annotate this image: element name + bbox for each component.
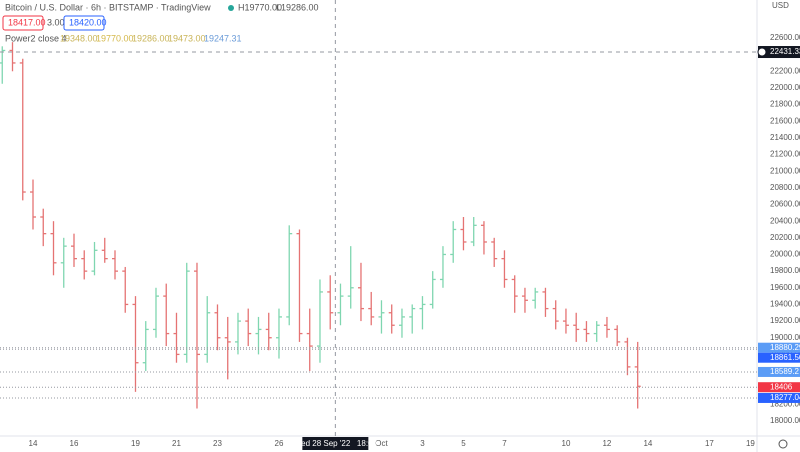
overlay: Bitcoin / U.S. Dollar · 6h · BITSTAMP · … — [2, 1, 789, 449]
y-tick-label: 20600.00 — [770, 200, 800, 209]
indicator-value: 19770.00 — [96, 33, 134, 43]
x-tick-label: 7 — [502, 439, 507, 448]
x-tick-label: 14 — [29, 439, 38, 448]
spread: 3.00 — [47, 17, 65, 27]
price-tag — [758, 382, 800, 393]
y-tick-label: 22200.00 — [770, 66, 800, 75]
y-tick-label: 20200.00 — [770, 233, 800, 242]
y-tick-label: 21600.00 — [770, 116, 800, 125]
y-tick-label: 20800.00 — [770, 183, 800, 192]
y-tick-label: 18200.00 — [770, 399, 800, 408]
crosshair-price-label: 22431.33 — [770, 47, 800, 56]
x-tick-label: 5 — [461, 439, 466, 448]
header-high: H19770.00 — [238, 2, 282, 12]
y-tick-label: 18000.00 — [770, 416, 800, 425]
y-tick-label: 21800.00 — [770, 100, 800, 109]
y-tick-label: 19600.00 — [770, 283, 800, 292]
header-low: L19286.00 — [276, 2, 319, 12]
price-tag-label: 18406 — [770, 382, 793, 391]
plot — [0, 42, 641, 409]
price-tag-label: 18589.2 — [770, 367, 799, 376]
x-tick-label: 14 — [643, 439, 652, 448]
price-tag — [758, 392, 800, 403]
x-tick-label: 19 — [131, 439, 140, 448]
currency: USD — [772, 1, 789, 10]
price-tag — [758, 366, 800, 377]
y-tick-label: 19800.00 — [770, 266, 800, 275]
crosshair-plus — [757, 47, 767, 57]
y-tick-label: 22600.00 — [770, 33, 800, 42]
crosshair-time-box — [302, 437, 369, 450]
y-tick-label: 19200.00 — [770, 316, 800, 325]
indicator-value: 19286.00 — [132, 33, 170, 43]
x-tick-label: 23 — [213, 439, 222, 448]
price-tag-label: 18861.56 — [770, 353, 800, 362]
y-tick-label: 19000.00 — [770, 333, 800, 342]
x-tick-label: 16 — [70, 439, 79, 448]
x-tick-label: 26 — [275, 439, 284, 448]
y-tick-label: 20400.00 — [770, 216, 800, 225]
indicator-value: 19247.31 — [204, 33, 242, 43]
price-tag — [758, 352, 800, 363]
x-tick-label: 10 — [562, 439, 571, 448]
buy-button[interactable] — [63, 15, 105, 31]
y-tick-label: 21400.00 — [770, 133, 800, 142]
indicator-value: 19348.00 — [60, 33, 98, 43]
y-tick-label: 20000.00 — [770, 250, 800, 259]
y-tick-label: 22000.00 — [770, 83, 800, 92]
sell-price[interactable]: 18417.00 — [8, 17, 46, 27]
x-tick-label: Oct — [375, 439, 388, 448]
crosshair-price-box — [758, 46, 800, 59]
price-tag — [758, 342, 800, 353]
status-dot — [228, 5, 234, 11]
crosshair-time-label: Wed 28 Sep '22 18:00 — [294, 439, 378, 448]
x-tick-label: 3 — [420, 439, 425, 448]
buy-price[interactable]: 18420.00 — [69, 17, 107, 27]
indicator-name: Power2 close 4 — [5, 33, 67, 43]
settings-icon[interactable] — [778, 439, 788, 449]
x-tick-label: 12 — [602, 439, 611, 448]
x-tick-label: 17 — [705, 439, 714, 448]
x-tick-label: 21 — [172, 439, 181, 448]
y-tick-label: 21200.00 — [770, 150, 800, 159]
price-tag-label: 18880.29 — [770, 343, 800, 352]
y-tick-label: 21000.00 — [770, 166, 800, 175]
y-tick-label: 19400.00 — [770, 300, 800, 309]
price-tag-label: 18277.04 — [770, 393, 800, 402]
sell-button[interactable] — [2, 15, 44, 31]
indicator-value: 19473.00 — [168, 33, 206, 43]
x-tick-label: 19 — [746, 439, 755, 448]
chart-title: Bitcoin / U.S. Dollar · 6h · BITSTAMP · … — [5, 2, 211, 12]
